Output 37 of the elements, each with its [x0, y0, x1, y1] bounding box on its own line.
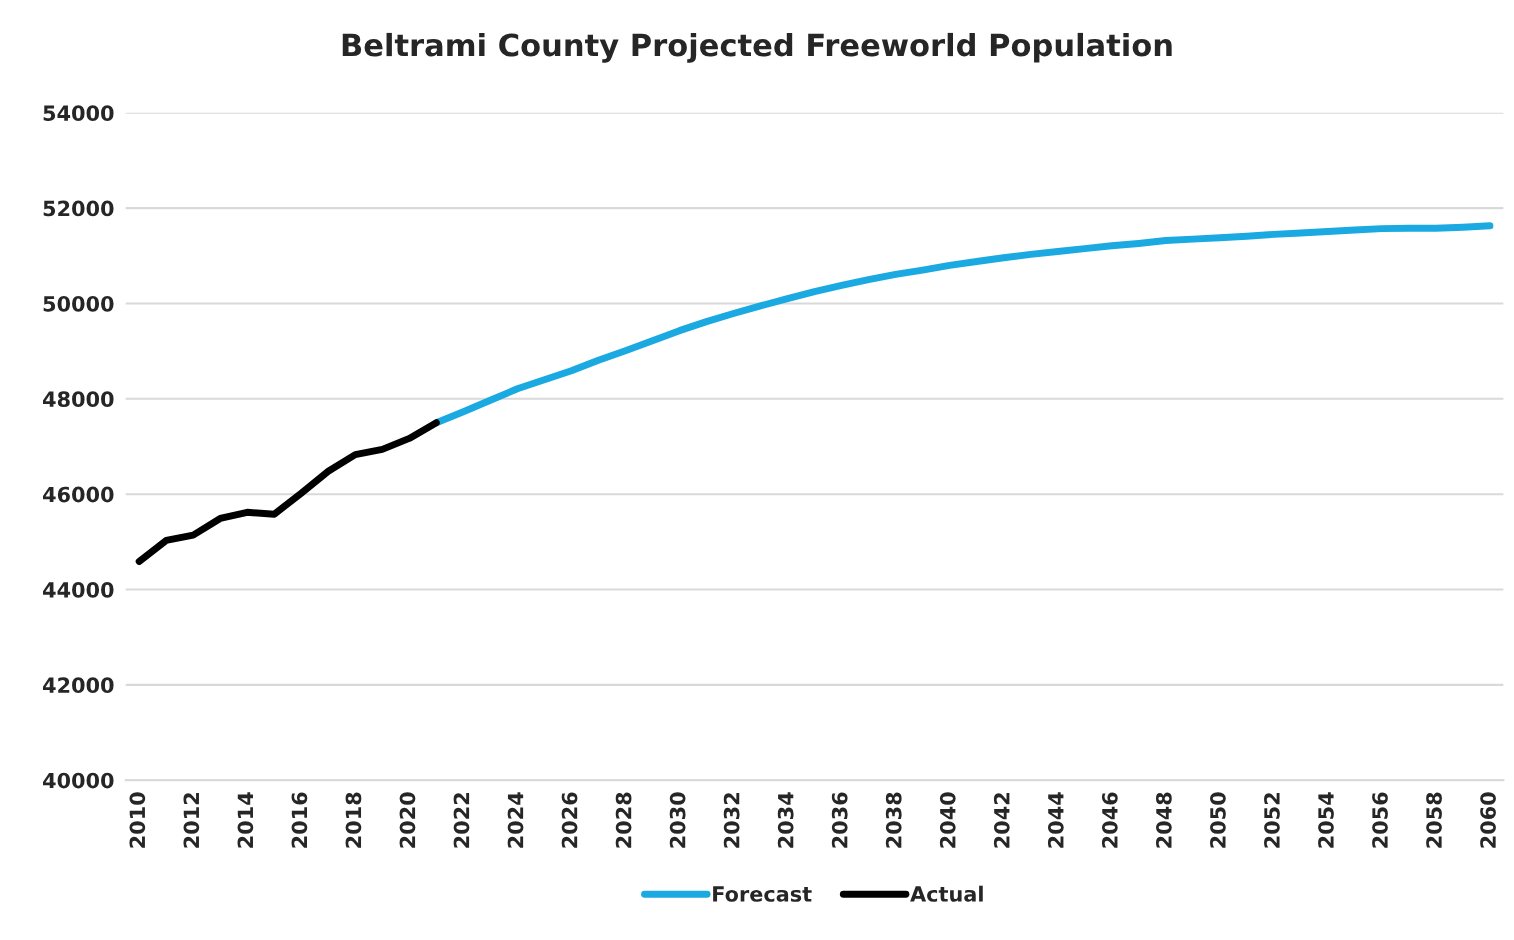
y-tick-label: 48000	[43, 391, 114, 408]
x-tick-label: 2040	[939, 792, 956, 848]
x-tick-label: 2012	[183, 793, 200, 848]
x-tick-label: 2044	[1047, 792, 1064, 848]
x-tick-label: 2016	[291, 792, 308, 848]
y-tick-label: 54000	[43, 105, 114, 122]
x-tick-label: 2026	[561, 792, 578, 848]
x-tick-label: 2050	[1210, 792, 1226, 848]
x-tick-label: 2048	[1156, 792, 1172, 848]
x-tick-label: 2024	[507, 792, 524, 848]
x-tick-label: 2020	[399, 792, 416, 848]
x-tick-label: 2052	[1264, 793, 1280, 848]
y-tick-label: 46000	[43, 486, 114, 503]
x-tick-label: 2034	[777, 792, 794, 848]
x-tick-label: 2032	[723, 793, 740, 848]
x-tick-label: 2038	[885, 792, 902, 848]
y-tick-label: 50000	[43, 295, 114, 312]
x-tick-label: 2010	[129, 792, 146, 848]
x-tick-label: 2046	[1101, 792, 1118, 848]
x-tick-label: 2018	[345, 792, 362, 848]
y-tick-label: 52000	[43, 200, 114, 217]
y-tick-label: 44000	[43, 581, 114, 598]
y-tick-label: 40000	[43, 772, 114, 789]
x-tick-label: 2056	[1372, 792, 1388, 848]
x-tick-label: 2036	[831, 792, 848, 848]
x-tick-label: 2060	[1480, 792, 1496, 848]
chart-title: Beltrami County Projected Freeworld Population	[342, 32, 1172, 63]
legend-label: Forecast	[713, 886, 812, 902]
x-tick-label: 2030	[669, 792, 686, 848]
y-tick-label: 42000	[43, 677, 114, 694]
x-tick-label: 2054	[1318, 792, 1334, 848]
x-tick-label: 2022	[453, 793, 470, 848]
x-tick-label: 2042	[993, 793, 1010, 848]
legend-label: Actual	[910, 885, 983, 902]
x-tick-label: 2058	[1426, 792, 1442, 848]
x-tick-label: 2028	[615, 792, 632, 848]
x-tick-label: 2014	[237, 792, 254, 848]
